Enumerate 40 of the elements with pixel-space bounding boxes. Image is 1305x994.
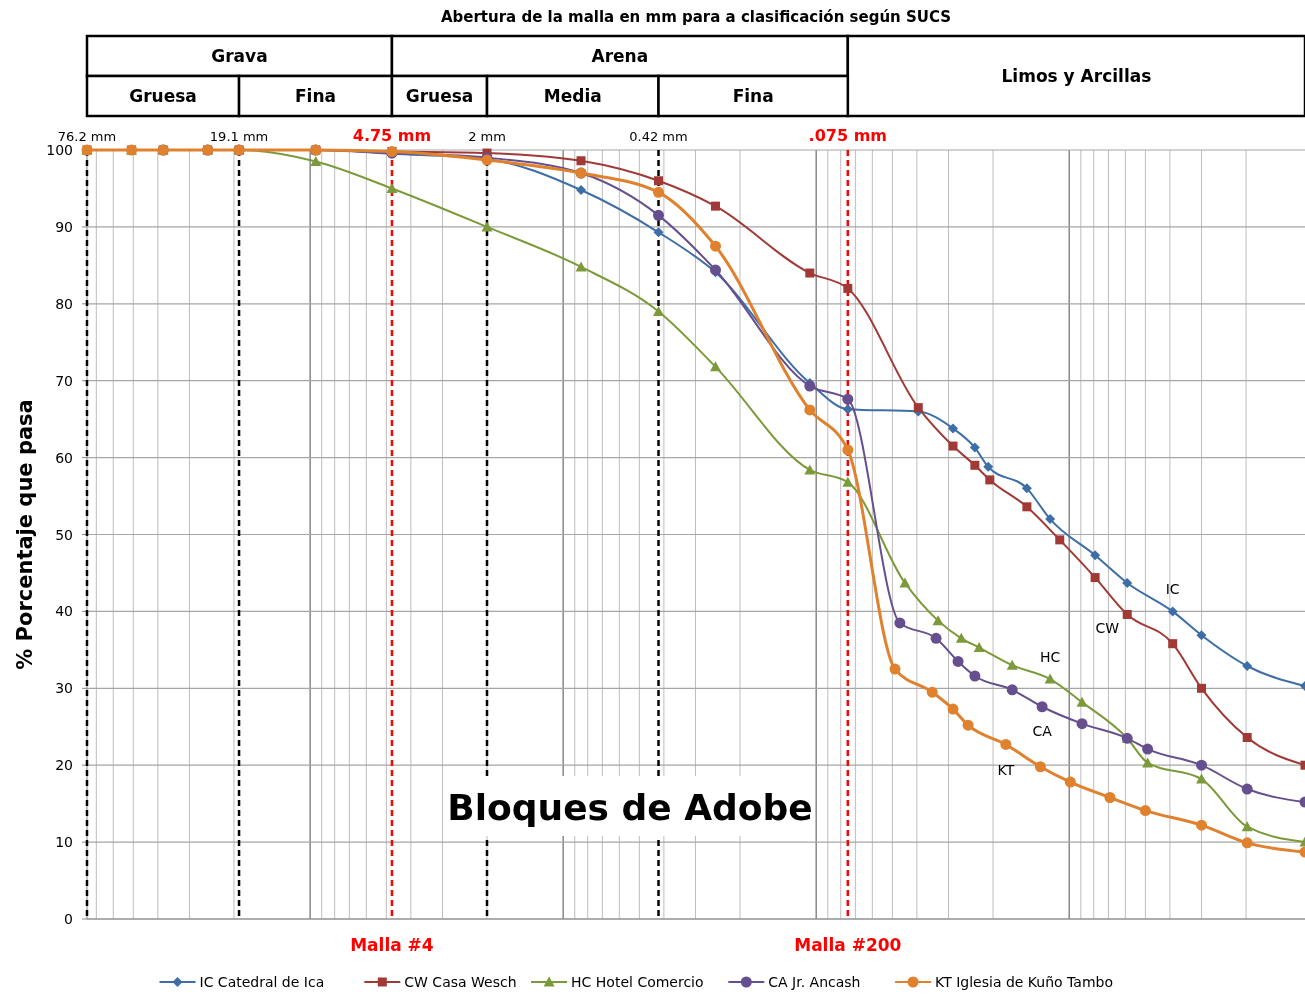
text: Grava (211, 46, 268, 66)
text: Gruesa (405, 86, 474, 106)
y-axis-title: % Porcentaje que pasa (13, 399, 37, 670)
ref-line-label: 0.42 mm (629, 129, 688, 144)
legend-label: CA Jr. Ancash (768, 974, 861, 990)
text: Arena (591, 46, 649, 66)
legend-label: IC Catedral de Ica (199, 974, 325, 990)
y-tick-label: 100 (46, 142, 73, 158)
y-tick-label: 90 (55, 218, 73, 235)
y-tick-label: 10 (55, 834, 73, 851)
y-tick-label: 70 (55, 372, 73, 389)
ref-line-label: 4.75 mm (352, 126, 432, 145)
ref-line-label: .075 mm (808, 126, 888, 145)
text: Gruesa (129, 86, 197, 106)
annotation: IC (1165, 581, 1180, 598)
y-tick-label: 20 (55, 757, 73, 774)
annotation: KT (997, 762, 1015, 779)
text: Limos y Arcillas (1001, 66, 1152, 86)
y-tick-label: 80 (55, 295, 73, 312)
y-tick-label: 50 (55, 526, 73, 543)
chart-title: Abertura de la malla en mm para a clasificación según SUCS (440, 8, 952, 26)
annotation: CA (1032, 722, 1053, 739)
y-tick-label: 40 (55, 603, 73, 620)
y-tick-label: 30 (55, 680, 73, 697)
text: Malla #200 (794, 935, 902, 955)
ref-line-label: 2 mm (468, 129, 506, 144)
annotation: Bloques de Adobe (447, 787, 813, 828)
ref-line-label: 76.2 mm (57, 129, 117, 144)
legend-label: KT Iglesia de Kuño Tambo (935, 974, 1114, 990)
y-tick-label: 0 (64, 911, 73, 927)
ref-line-label: 19.1 mm (209, 129, 269, 144)
y-tick-label: 60 (55, 449, 73, 466)
text: Malla #4 (350, 935, 434, 955)
text: Fina (732, 86, 774, 106)
legend-label: HC Hotel Comercio (571, 974, 704, 990)
text: Fina (295, 86, 337, 106)
legend-label: CW Casa Wesch (404, 974, 517, 990)
annotation: CW (1095, 620, 1120, 637)
text: Media (543, 86, 602, 106)
annotation: HC (1039, 649, 1061, 666)
